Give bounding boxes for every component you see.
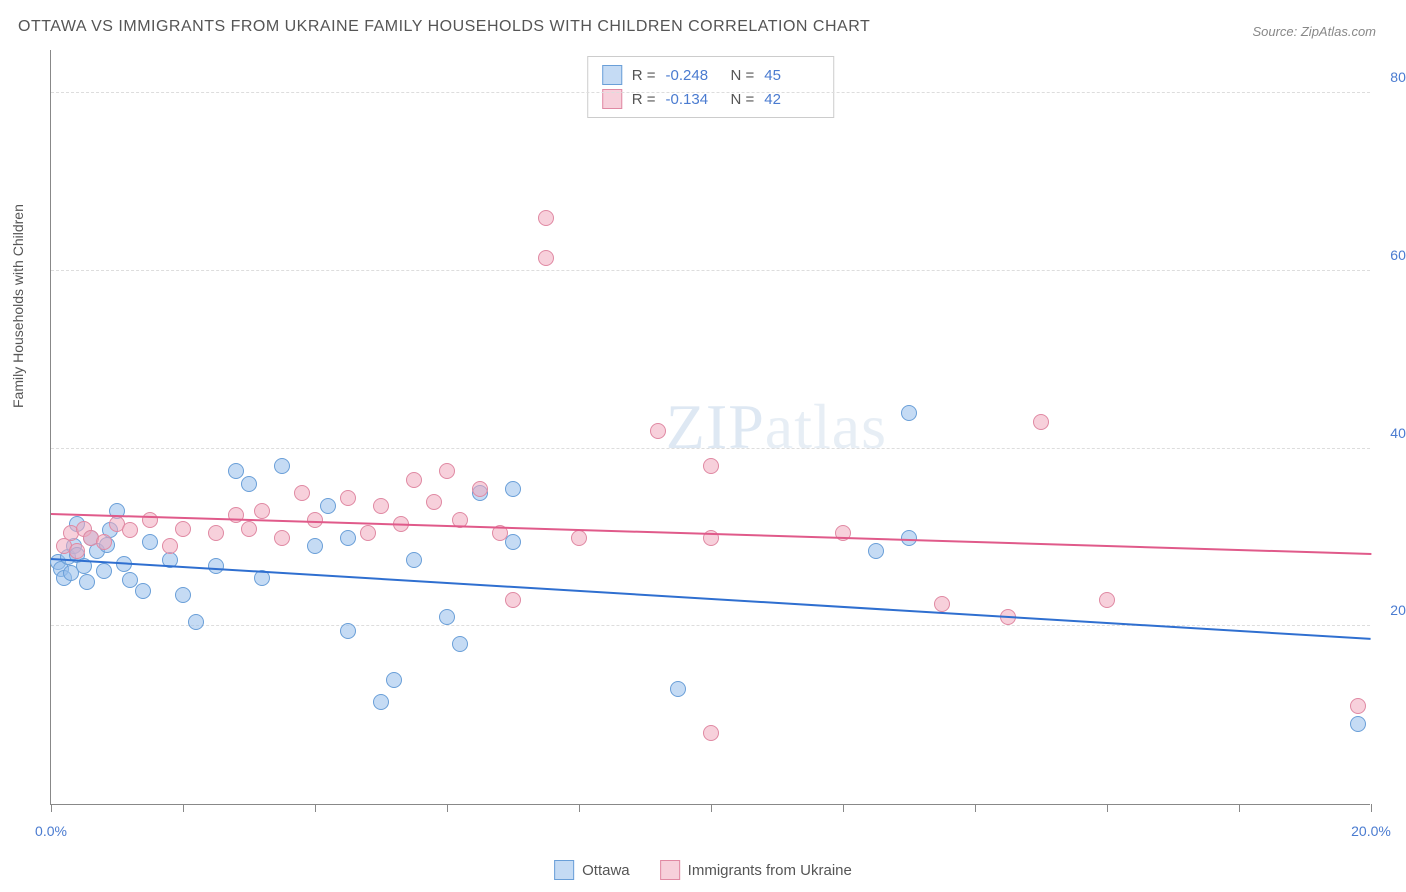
x-tick (447, 804, 448, 812)
data-point (175, 521, 191, 537)
data-point (439, 463, 455, 479)
stats-row: R =-0.134N =42 (602, 87, 820, 111)
data-point (274, 530, 290, 546)
gridline (51, 270, 1370, 271)
x-tick (183, 804, 184, 812)
data-point (79, 574, 95, 590)
data-point (703, 725, 719, 741)
x-tick (51, 804, 52, 812)
trendline (51, 558, 1371, 640)
data-point (439, 609, 455, 625)
data-point (162, 538, 178, 554)
data-point (373, 498, 389, 514)
data-point (208, 558, 224, 574)
data-point (868, 543, 884, 559)
n-label: N = (731, 67, 755, 84)
data-point (406, 472, 422, 488)
x-tick (315, 804, 316, 812)
data-point (122, 522, 138, 538)
data-point (901, 530, 917, 546)
data-point (228, 507, 244, 523)
data-point (307, 538, 323, 554)
n-value: 45 (764, 67, 819, 84)
data-point (1350, 716, 1366, 732)
data-point (254, 503, 270, 519)
data-point (142, 512, 158, 528)
data-point (340, 530, 356, 546)
data-point (452, 636, 468, 652)
data-point (228, 463, 244, 479)
stats-row: R = -0.248 N = 45 (602, 63, 820, 87)
data-point (934, 596, 950, 612)
legend-item: Ottawa (554, 860, 630, 880)
data-point (360, 525, 376, 541)
data-point (96, 534, 112, 550)
legend-swatch (660, 860, 680, 880)
y-tick-label: 60.0% (1390, 247, 1406, 263)
data-point (135, 583, 151, 599)
data-point (208, 525, 224, 541)
data-point (901, 405, 917, 421)
gridline (51, 92, 1370, 93)
x-tick (711, 804, 712, 812)
data-point (340, 490, 356, 506)
data-point (307, 512, 323, 528)
data-point (1099, 592, 1115, 608)
r-value: -0.248 (666, 67, 721, 84)
data-point (241, 521, 257, 537)
data-point (650, 423, 666, 439)
chart-title: OTTAWA VS IMMIGRANTS FROM UKRAINE FAMILY… (18, 18, 870, 36)
watermark: ZIPatlas (666, 390, 887, 464)
y-tick-label: 20.0% (1390, 602, 1406, 618)
data-point (670, 681, 686, 697)
x-tick-label: 20.0% (1351, 823, 1391, 839)
legend-label: Immigrants from Ukraine (688, 862, 852, 879)
plot-area: ZIPatlas R =-0.248N =45R =-0.134N =42 20… (50, 50, 1370, 805)
data-point (69, 543, 85, 559)
y-axis-label: Family Households with Children (10, 204, 26, 408)
data-point (96, 563, 112, 579)
gridline (51, 448, 1370, 449)
source-credit: Source: ZipAtlas.com (1252, 24, 1376, 39)
y-tick-label: 80.0% (1390, 69, 1406, 85)
data-point (142, 534, 158, 550)
data-point (426, 494, 442, 510)
data-point (505, 534, 521, 550)
data-point (340, 623, 356, 639)
data-point (1033, 414, 1049, 430)
r-label: R = (632, 67, 656, 84)
bottom-legend: Ottawa Immigrants from Ukraine (554, 860, 852, 880)
data-point (241, 476, 257, 492)
data-point (538, 210, 554, 226)
x-tick (843, 804, 844, 812)
data-point (505, 592, 521, 608)
data-point (373, 694, 389, 710)
x-tick (975, 804, 976, 812)
data-point (703, 458, 719, 474)
data-point (386, 672, 402, 688)
data-point (571, 530, 587, 546)
legend-item: Immigrants from Ukraine (660, 860, 852, 880)
legend-swatch (602, 65, 622, 85)
data-point (1350, 698, 1366, 714)
x-tick (1107, 804, 1108, 812)
legend-label: Ottawa (582, 862, 630, 879)
data-point (188, 614, 204, 630)
y-tick-label: 40.0% (1390, 425, 1406, 441)
x-tick (1371, 804, 1372, 812)
data-point (406, 552, 422, 568)
x-tick-label: 0.0% (35, 823, 67, 839)
legend-swatch (554, 860, 574, 880)
data-point (505, 481, 521, 497)
data-point (472, 481, 488, 497)
data-point (294, 485, 310, 501)
x-tick (579, 804, 580, 812)
data-point (274, 458, 290, 474)
data-point (538, 250, 554, 266)
data-point (175, 587, 191, 603)
x-tick (1239, 804, 1240, 812)
data-point (320, 498, 336, 514)
stats-legend-box: R = -0.248 N = 45 R =-0.134N =42 (587, 56, 835, 118)
